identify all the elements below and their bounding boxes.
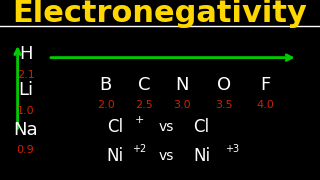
Text: 2.1: 2.1 (17, 70, 35, 80)
Text: Cl: Cl (107, 118, 123, 136)
Text: vs: vs (159, 120, 174, 134)
Text: 2.0: 2.0 (97, 100, 115, 110)
Text: C: C (138, 76, 150, 94)
Text: 4.0: 4.0 (257, 100, 275, 110)
Text: Li: Li (18, 81, 33, 99)
Text: 2.5: 2.5 (135, 100, 153, 110)
Text: +: + (134, 115, 144, 125)
Text: Ni: Ni (193, 147, 210, 165)
Text: Cl: Cl (194, 118, 210, 136)
Text: +2: +2 (132, 143, 146, 154)
Text: Electronegativity: Electronegativity (12, 0, 308, 28)
Text: Ni: Ni (107, 147, 124, 165)
Text: vs: vs (159, 149, 174, 163)
Text: 0.9: 0.9 (17, 145, 35, 155)
Text: 3.5: 3.5 (215, 100, 233, 110)
Text: B: B (100, 76, 112, 94)
Text: Na: Na (13, 121, 38, 139)
Text: O: O (217, 76, 231, 94)
Text: N: N (176, 76, 189, 94)
Text: +3: +3 (225, 143, 239, 154)
Text: 3.0: 3.0 (173, 100, 191, 110)
Text: 1.0: 1.0 (17, 106, 35, 116)
Text: F: F (260, 76, 271, 94)
Text: H: H (19, 45, 32, 63)
